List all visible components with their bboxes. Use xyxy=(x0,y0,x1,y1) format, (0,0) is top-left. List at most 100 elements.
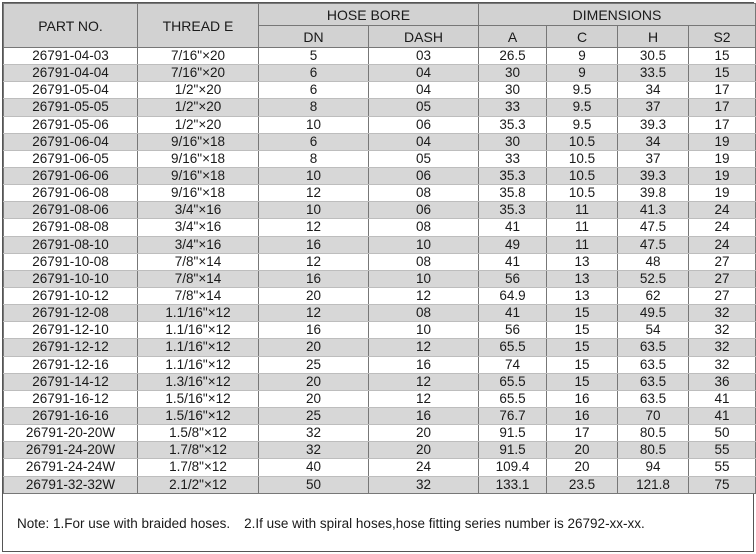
h-cell: 39.3 xyxy=(617,167,689,186)
part-no-cell: 26791-16-16 xyxy=(3,407,138,426)
h-cell: 47.5 xyxy=(617,218,689,237)
c-cell: 15 xyxy=(546,321,618,340)
c-cell: 16 xyxy=(546,407,618,426)
s2-cell: 41 xyxy=(688,390,756,408)
s2-cell: 32 xyxy=(688,338,756,357)
c-cell: 11 xyxy=(546,218,618,237)
s2-cell: 17 xyxy=(688,116,756,134)
a-cell: 26.5 xyxy=(478,47,547,66)
a-cell: 74 xyxy=(478,356,547,374)
s2-cell: 27 xyxy=(688,253,756,271)
part-no-cell: 26791-32-32W xyxy=(3,476,138,494)
thread-cell: 9/16"×18 xyxy=(137,133,259,151)
dn-cell: 20 xyxy=(258,287,369,306)
dash-cell: 06 xyxy=(368,201,479,220)
c-cell: 11 xyxy=(546,236,618,254)
header-a: A xyxy=(478,25,547,48)
table-row: 26791-04-03 7/16"×20 5 03 26.5 9 30.5 15 xyxy=(3,47,756,66)
table-row: 26791-08-08 3/4"×16 12 08 41 11 47.5 24 xyxy=(3,218,756,237)
c-cell: 15 xyxy=(546,338,618,357)
part-no-cell: 26791-10-08 xyxy=(3,253,138,271)
dn-cell: 12 xyxy=(258,184,369,203)
header-hose-bore: HOSE BORE xyxy=(258,3,479,26)
table-body: 26791-04-03 7/16"×20 5 03 26.5 9 30.5 15 26791-0… xyxy=(3,47,756,494)
dash-cell: 08 xyxy=(368,304,479,323)
c-cell: 15 xyxy=(546,356,618,374)
a-cell: 35.8 xyxy=(478,184,547,203)
table-row: 26791-32-32W 2.1/2"×12 50 32 133.1 23.5 121.8 7… xyxy=(3,476,756,494)
a-cell: 30 xyxy=(478,81,547,100)
dn-cell: 32 xyxy=(258,424,369,443)
dn-cell: 10 xyxy=(258,201,369,220)
a-cell: 41 xyxy=(478,253,547,271)
thread-cell: 7/16"×20 xyxy=(137,47,259,66)
dash-cell: 32 xyxy=(368,476,479,494)
thread-cell: 9/16"×18 xyxy=(137,150,259,168)
dn-cell: 12 xyxy=(258,253,369,271)
h-cell: 34 xyxy=(617,81,689,100)
thread-cell: 7/8"×14 xyxy=(137,270,259,288)
part-no-cell: 26791-06-08 xyxy=(3,184,138,203)
part-no-cell: 26791-24-20W xyxy=(3,441,138,460)
part-no-cell: 26791-06-06 xyxy=(3,167,138,186)
table-row: 26791-06-04 9/16"×18 6 04 30 10.5 34 19 xyxy=(3,133,756,151)
s2-cell: 36 xyxy=(688,373,756,391)
table-row: 26791-16-12 1.5/16"×12 20 12 65.5 16 63.5 41 xyxy=(3,390,756,408)
table-row: 26791-05-05 1/2"×20 8 05 33 9.5 37 17 xyxy=(3,98,756,117)
dn-cell: 6 xyxy=(258,133,369,151)
dash-cell: 20 xyxy=(368,441,479,460)
thread-cell: 7/8"×14 xyxy=(137,287,259,306)
a-cell: 65.5 xyxy=(478,338,547,357)
table-row: 26791-10-08 7/8"×14 12 08 41 13 48 27 xyxy=(3,253,756,271)
part-no-cell: 26791-05-04 xyxy=(3,81,138,100)
s2-cell: 19 xyxy=(688,150,756,168)
dash-cell: 04 xyxy=(368,64,479,83)
header-s2: S2 xyxy=(688,25,756,48)
table-row: 26791-12-12 1.1/16"×12 20 12 65.5 15 63.5 32 xyxy=(3,338,756,357)
table-row: 26791-08-10 3/4"×16 16 10 49 11 47.5 24 xyxy=(3,236,756,254)
dash-cell: 10 xyxy=(368,270,479,288)
table-row: 26791-08-06 3/4"×16 10 06 35.3 11 41.3 24 xyxy=(3,201,756,220)
dash-cell: 24 xyxy=(368,458,479,477)
c-cell: 10.5 xyxy=(546,184,618,203)
c-cell: 13 xyxy=(546,270,618,288)
s2-cell: 24 xyxy=(688,236,756,254)
dn-cell: 25 xyxy=(258,407,369,426)
thread-cell: 1.5/8"×12 xyxy=(137,424,259,443)
thread-cell: 3/4"×16 xyxy=(137,236,259,254)
table-row: 26791-04-04 7/16"×20 6 04 30 9 33.5 15 xyxy=(3,64,756,83)
table-row: 26791-16-16 1.5/16"×12 25 16 76.7 16 70 41 xyxy=(3,407,756,426)
dash-cell: 04 xyxy=(368,133,479,151)
c-cell: 10.5 xyxy=(546,133,618,151)
c-cell: 13 xyxy=(546,287,618,306)
dn-cell: 8 xyxy=(258,150,369,168)
a-cell: 91.5 xyxy=(478,441,547,460)
h-cell: 54 xyxy=(617,321,689,340)
a-cell: 133.1 xyxy=(478,476,547,494)
s2-cell: 32 xyxy=(688,356,756,374)
part-no-cell: 26791-10-12 xyxy=(3,287,138,306)
table-row: 26791-12-10 1.1/16"×12 16 10 56 15 54 32 xyxy=(3,321,756,340)
c-cell: 20 xyxy=(546,441,618,460)
c-cell: 17 xyxy=(546,424,618,443)
c-cell: 20 xyxy=(546,458,618,477)
part-no-cell: 26791-04-04 xyxy=(3,64,138,83)
thread-cell: 1.3/16"×12 xyxy=(137,373,259,391)
c-cell: 15 xyxy=(546,373,618,391)
thread-cell: 1.1/16"×12 xyxy=(137,321,259,340)
c-cell: 13 xyxy=(546,253,618,271)
a-cell: 35.3 xyxy=(478,201,547,220)
s2-cell: 27 xyxy=(688,287,756,306)
h-cell: 30.5 xyxy=(617,47,689,66)
h-cell: 63.5 xyxy=(617,390,689,408)
h-cell: 39.8 xyxy=(617,184,689,203)
s2-cell: 19 xyxy=(688,167,756,186)
dash-cell: 05 xyxy=(368,98,479,117)
a-cell: 76.7 xyxy=(478,407,547,426)
dash-cell: 10 xyxy=(368,321,479,340)
dash-cell: 12 xyxy=(368,373,479,391)
h-cell: 33.5 xyxy=(617,64,689,83)
header-h: H xyxy=(617,25,689,48)
dn-cell: 6 xyxy=(258,64,369,83)
part-no-cell: 26791-20-20W xyxy=(3,424,138,443)
